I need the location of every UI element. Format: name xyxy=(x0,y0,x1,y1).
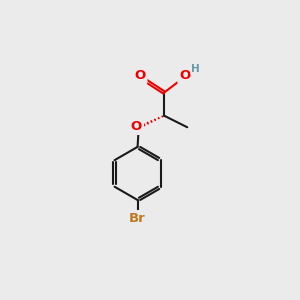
Text: H: H xyxy=(191,64,200,74)
Text: Br: Br xyxy=(129,212,146,225)
Text: O: O xyxy=(134,70,146,83)
Text: O: O xyxy=(131,120,142,133)
Text: O: O xyxy=(179,70,191,83)
